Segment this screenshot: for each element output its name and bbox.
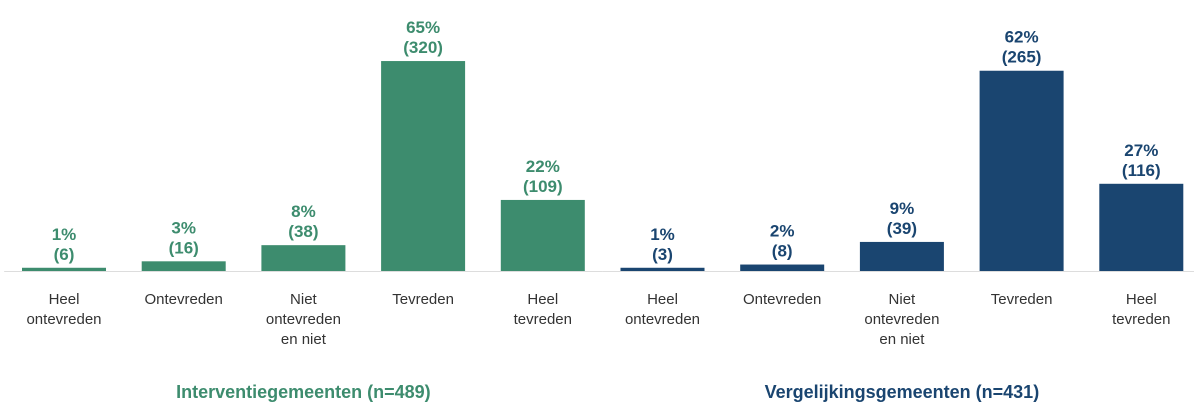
value-label: 1%: [650, 225, 675, 244]
bar: [261, 245, 346, 271]
count-label: (3): [652, 245, 673, 264]
count-label: (39): [887, 219, 917, 238]
value-label: 65%: [406, 18, 440, 37]
bar: [859, 241, 944, 271]
value-label: 27%: [1124, 141, 1158, 160]
bar: [141, 261, 226, 271]
bar: [979, 70, 1064, 272]
bar: [740, 264, 825, 271]
value-label: 2%: [770, 222, 795, 241]
x-tick-label: Heel tevreden: [1112, 291, 1171, 328]
bar: [620, 267, 705, 271]
x-tick-label: Ontevreden: [144, 291, 223, 308]
value-label: 1%: [52, 225, 77, 244]
count-label: (116): [1122, 161, 1161, 180]
bar: [381, 61, 466, 271]
x-tick-label: Niet ontevreden en niet: [265, 291, 341, 348]
x-tick-label: Ontevreden: [742, 291, 822, 308]
value-label: 9%: [890, 199, 915, 218]
value-label: 8%: [291, 202, 316, 221]
x-tick-label: Heel ontevreden: [624, 291, 701, 328]
count-label: (320): [403, 38, 443, 57]
count-label: (38): [288, 222, 318, 241]
count-label: (8): [772, 242, 793, 261]
x-tick-label: Tevreden: [990, 291, 1053, 308]
x-tick-label: Heel tevreden: [513, 291, 572, 328]
count-label: (109): [523, 177, 563, 196]
chart-title: Interventiegemeenten (n=489): [176, 382, 431, 402]
bar: [22, 267, 106, 271]
value-label: 22%: [526, 157, 560, 176]
count-label: (6): [54, 245, 75, 264]
x-tick-label: Niet ontevreden en niet: [864, 291, 940, 348]
count-label: (16): [169, 238, 199, 257]
bar: [500, 199, 585, 271]
count-label: (265): [1002, 48, 1042, 67]
bar: [1099, 183, 1184, 271]
chart-title: Vergelijkingsgemeenten (n=431): [764, 382, 1040, 402]
value-label: 62%: [1005, 28, 1039, 47]
x-tick-label: Tevreden: [392, 291, 454, 308]
value-label: 3%: [171, 218, 196, 237]
x-tick-label: Heel ontevreden: [26, 291, 102, 328]
